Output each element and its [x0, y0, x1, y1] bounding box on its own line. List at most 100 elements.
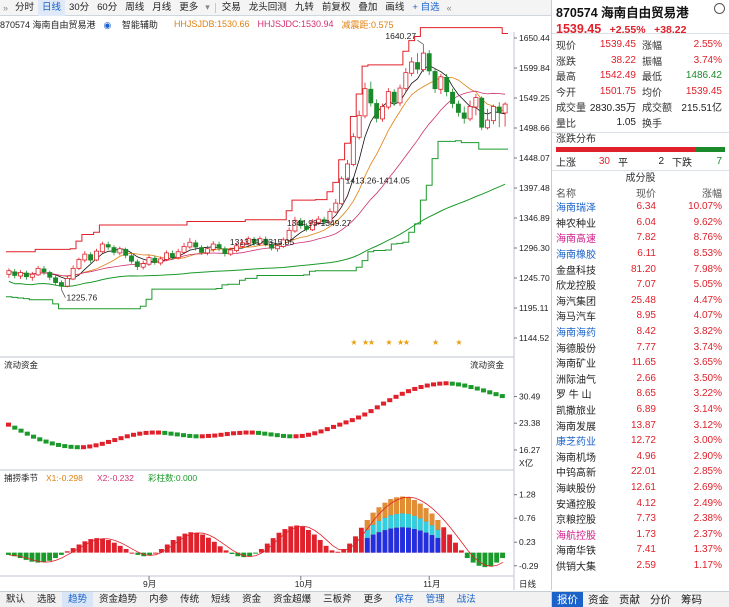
component-row[interactable]: 洲际油气 2.66 3.50%	[552, 371, 729, 387]
tab-minute[interactable]: 分时	[15, 1, 35, 13]
indicator-hhjsjdc: HHJSJDC:1530.94	[257, 19, 334, 29]
component-row[interactable]: 凯撒旅业 6.89 3.14%	[552, 402, 729, 418]
right-tab[interactable]: 贡献	[619, 594, 640, 606]
liquidity-mark	[318, 429, 324, 434]
bottom-tab[interactable]: 传统	[180, 594, 200, 605]
tab-60min[interactable]: 60分	[97, 1, 118, 13]
candle-body	[450, 91, 455, 104]
nav-arrows-icon[interactable]: «	[446, 2, 452, 13]
candle-body	[152, 257, 158, 263]
component-row[interactable]: 海南华铁 7.41 1.37%	[552, 542, 729, 558]
tab-monthly[interactable]: 月线	[152, 1, 172, 13]
col-price[interactable]: 现价	[636, 188, 656, 200]
col-change[interactable]: 涨幅	[702, 188, 722, 200]
forward-adjust-button[interactable]: 前复权	[321, 1, 351, 13]
components-title: 成分股	[552, 170, 729, 185]
component-row[interactable]: 海汽集团 25.48 4.47%	[552, 293, 729, 309]
component-row[interactable]: 海峡股份 12.61 2.69%	[552, 480, 729, 496]
component-row[interactable]: 罗 牛 山 8.65 3.22%	[552, 386, 729, 402]
y-tick-label: 1498.66	[519, 123, 550, 133]
more-dropdown-icon[interactable]: ▾	[205, 2, 210, 12]
smart-assist-toggle[interactable]: ◉ 智能辅助	[104, 18, 166, 31]
component-row[interactable]: 神农种业 6.04 9.62%	[552, 215, 729, 231]
component-row[interactable]: 海南高速 7.82 8.76%	[552, 230, 729, 246]
toolbar-divider	[214, 2, 216, 13]
tab-more[interactable]: 更多	[179, 1, 199, 13]
season-bar	[211, 541, 217, 553]
bottom-tab[interactable]: 资金趋势	[99, 594, 138, 605]
season-bar	[253, 552, 258, 554]
liquidity-mark	[99, 441, 105, 446]
bottom-tab[interactable]: 趋势	[62, 592, 94, 607]
bottom-tab[interactable]: 保存	[394, 594, 414, 605]
component-row[interactable]: 海马汽车 8.95 4.07%	[552, 308, 729, 324]
leader-backtest-button[interactable]: 龙头回测	[248, 1, 287, 13]
add-watchlist-button[interactable]: + 自选	[408, 0, 443, 16]
liquidity-mark	[31, 434, 37, 439]
liquidity-title-right: 流动资金	[470, 360, 505, 370]
bottom-tab[interactable]: 三板斧	[323, 594, 352, 605]
component-row[interactable]: 海南海药 8.42 3.82%	[552, 324, 729, 340]
component-row[interactable]: 欣龙控股 7.07 5.05%	[552, 277, 729, 293]
season-bar	[282, 529, 288, 553]
component-row[interactable]: 京粮控股 7.73 2.38%	[552, 511, 729, 527]
right-tab[interactable]: 分价	[650, 594, 671, 606]
quote-label: 现价	[556, 41, 576, 53]
trade-button[interactable]: 交易	[221, 1, 241, 13]
component-row[interactable]: 海南矿业 11.65 3.65%	[552, 355, 729, 371]
settings-icon[interactable]	[714, 3, 725, 14]
col-name[interactable]: 名称	[556, 188, 576, 200]
bottom-tab[interactable]: 默认	[6, 594, 26, 605]
component-row[interactable]: 金盘科技 81.20 7.98%	[552, 261, 729, 277]
quote-value: 1486.42	[685, 70, 722, 82]
component-row[interactable]: 供销大集 2.59 1.17%	[552, 558, 729, 574]
component-row[interactable]: 海南橡胶 6.11 8.53%	[552, 246, 729, 262]
bottom-tab[interactable]: 短线	[211, 594, 231, 605]
component-row[interactable]: 安通控股 4.12 2.49%	[552, 495, 729, 511]
component-row[interactable]: 海德股份 7.77 3.74%	[552, 339, 729, 355]
candle-body	[228, 249, 234, 255]
component-row[interactable]: 海航控股 1.73 2.37%	[552, 526, 729, 542]
component-row[interactable]: 海南机场 4.96 2.90%	[552, 449, 729, 465]
candle-body	[374, 103, 380, 119]
season-x2: X2:-0.232	[97, 473, 134, 483]
bottom-tab[interactable]: 资金	[242, 594, 262, 605]
expand-chevron-icon[interactable]: »	[3, 2, 9, 13]
tab-30min[interactable]: 30分	[69, 1, 90, 13]
component-row[interactable]: 海南发展 13.87 3.12%	[552, 417, 729, 433]
tab-daily[interactable]: 日线	[38, 0, 66, 16]
candle-body	[345, 163, 350, 180]
candle-body	[222, 248, 228, 254]
bottom-tab[interactable]: 管理	[425, 594, 445, 605]
season-bar	[106, 539, 111, 553]
liquidity-mark	[343, 420, 349, 425]
nine-turn-button[interactable]: 九转	[294, 1, 314, 13]
quote-value: 1501.75	[599, 85, 636, 97]
component-row[interactable]: 康芝药业 12.72 3.00%	[552, 433, 729, 449]
component-price: 7.07	[636, 279, 656, 291]
quote-value: 2.55%	[693, 39, 722, 51]
ma20-line	[8, 90, 506, 277]
draw-line-button[interactable]: 画线	[385, 1, 405, 13]
candle-body	[123, 248, 129, 256]
overlay-button[interactable]: 叠加	[358, 1, 378, 13]
bottom-tab[interactable]: 战法	[456, 594, 476, 605]
bottom-tab[interactable]: 更多	[363, 594, 383, 605]
component-price: 6.11	[637, 248, 656, 260]
component-row[interactable]: 中钨高新 22.01 2.85%	[552, 464, 729, 480]
right-tab[interactable]: 报价	[552, 592, 583, 607]
tab-weekly[interactable]: 周线	[125, 1, 145, 13]
liquidity-mark	[68, 444, 74, 449]
candle-body	[409, 61, 415, 74]
quote-price-line: 1539.45 +2.55% +38.22	[556, 22, 725, 36]
bottom-tab[interactable]: 资金超爆	[273, 594, 312, 605]
chart-canvas[interactable]: 1650.44 1599.84 1549.25 1498.66 1448.07 1397.…	[0, 0, 551, 591]
bottom-tab[interactable]: 内参	[149, 594, 169, 605]
season-bar	[341, 549, 347, 553]
component-row[interactable]: 海南瑞泽 6.34 10.07%	[552, 199, 729, 215]
season-bar	[123, 549, 129, 553]
right-tab[interactable]: 资金	[588, 594, 609, 606]
candle-body	[263, 238, 269, 245]
bottom-tab[interactable]: 选股	[37, 594, 57, 605]
right-tab[interactable]: 筹码	[681, 594, 702, 606]
